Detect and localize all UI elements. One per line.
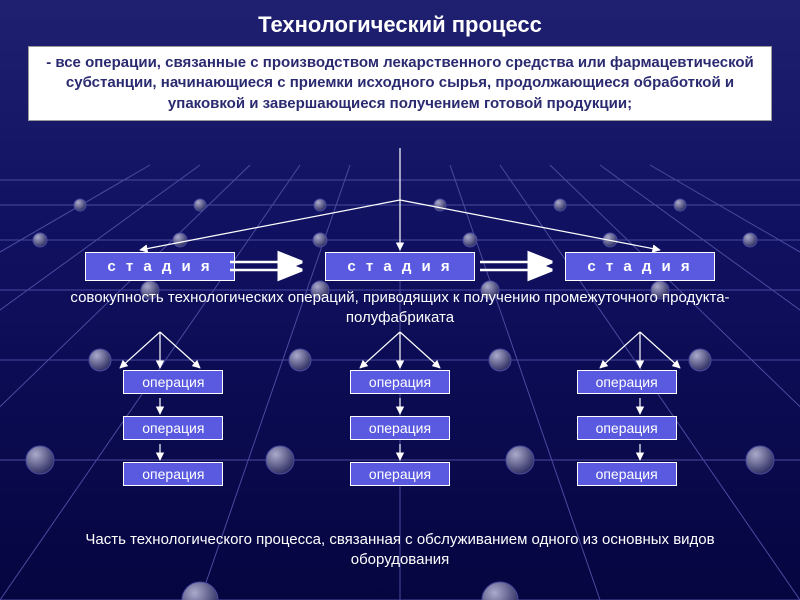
ops-col-1: операция операция операция xyxy=(123,370,223,486)
stage-box-3: с т а д и я xyxy=(565,252,715,281)
op-box: операция xyxy=(123,462,223,486)
op-box: операция xyxy=(577,370,677,394)
op-box: операция xyxy=(350,416,450,440)
op-box: операция xyxy=(123,416,223,440)
page-title: Технологический процесс xyxy=(0,0,800,38)
operations-grid: операция операция операция операция опер… xyxy=(0,370,800,486)
op-box: операция xyxy=(350,370,450,394)
ops-col-2: операция операция операция xyxy=(350,370,450,486)
stage-description: совокупность технологических операций, п… xyxy=(0,288,800,327)
stage-box-1: с т а д и я xyxy=(85,252,235,281)
operation-description: Часть технологического процесса, связанн… xyxy=(0,530,800,571)
op-box: операция xyxy=(123,370,223,394)
ops-col-3: операция операция операция xyxy=(577,370,677,486)
stage-box-2: с т а д и я xyxy=(325,252,475,281)
op-box: операция xyxy=(577,462,677,486)
op-box: операция xyxy=(350,462,450,486)
op-box: операция xyxy=(577,416,677,440)
definition-box: - все операции, связанные с производство… xyxy=(28,46,772,121)
stage-row: с т а д и я с т а д и я с т а д и я xyxy=(0,252,800,281)
